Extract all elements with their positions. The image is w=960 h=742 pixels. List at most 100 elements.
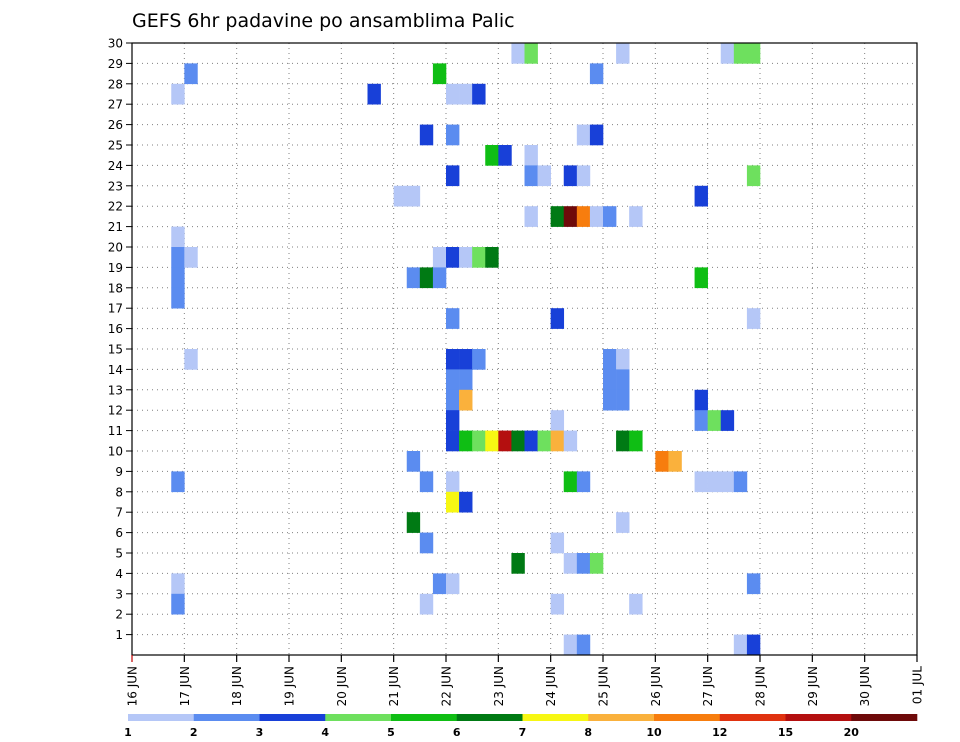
legend-swatch: [588, 714, 655, 721]
legend-swatch: [522, 714, 589, 721]
precip-cell: [472, 430, 486, 452]
precip-cell: [184, 247, 198, 268]
precip-cell: [446, 247, 460, 268]
legend-swatch: [654, 714, 721, 721]
precip-cell: [472, 349, 486, 370]
precip-cell: [589, 124, 604, 146]
precip-cell: [511, 553, 525, 574]
precip-cell: [524, 206, 538, 227]
chart-title: GEFS 6hr padavine po ansamblima Palic: [132, 10, 515, 32]
x-tick-label: 28 JUN: [754, 666, 768, 706]
precip-cell: [629, 593, 643, 615]
precip-cell: [432, 63, 447, 85]
precip-cell: [537, 430, 551, 452]
precip-cell: [720, 471, 735, 493]
precip-cell: [171, 471, 185, 493]
precip-cell: [459, 83, 473, 105]
precip-cell: [576, 553, 591, 574]
x-tick-label: 16 JUN: [126, 666, 140, 706]
y-tick-label: 12: [108, 404, 123, 418]
y-tick-label: 14: [108, 363, 123, 377]
precip-cell: [733, 43, 748, 64]
precip-cell: [655, 451, 669, 472]
precip-cell: [406, 267, 421, 289]
y-tick-label: 13: [108, 383, 123, 397]
precip-cell: [576, 206, 591, 227]
precip-cell: [694, 389, 708, 411]
y-tick-label: 18: [108, 281, 123, 295]
precip-cell: [498, 430, 512, 452]
precip-cell: [472, 247, 486, 268]
precip-cell: [485, 430, 499, 452]
precip-cell: [446, 124, 460, 146]
precip-cell: [446, 369, 460, 391]
precip-cell: [550, 206, 565, 227]
legend-label: 4: [321, 726, 329, 739]
legend-swatch: [719, 714, 786, 721]
precip-cell: [576, 471, 591, 493]
precip-cell: [563, 165, 578, 187]
precip-cell: [184, 63, 198, 85]
y-tick-label: 15: [108, 343, 123, 357]
precip-cell: [472, 83, 486, 105]
y-tick-label: 5: [115, 547, 123, 561]
precip-cell: [629, 430, 643, 452]
precip-cell: [459, 369, 473, 391]
precip-cell: [524, 165, 538, 187]
legend-swatch: [456, 714, 523, 721]
y-tick-label: 1: [115, 628, 123, 642]
precip-cell: [419, 267, 434, 289]
x-tick-label: 17 JUN: [178, 666, 192, 706]
precip-cell: [419, 532, 434, 554]
precip-cell: [524, 43, 538, 64]
precip-cell: [720, 410, 735, 431]
precip-cell: [550, 410, 565, 431]
precip-cell: [616, 43, 630, 64]
precip-cell: [419, 124, 434, 146]
precip-cell: [446, 491, 460, 513]
precip-cell: [432, 267, 447, 289]
precip-cell: [524, 430, 538, 452]
precip-cell: [406, 185, 421, 207]
precip-cell: [746, 308, 761, 329]
precip-cell: [446, 430, 460, 452]
precip-cell: [171, 267, 185, 289]
y-tick-label: 10: [108, 445, 123, 459]
precip-cell: [171, 287, 185, 309]
y-tick-label: 28: [108, 77, 123, 91]
x-axis: 16 JUN 17 JUN 18 JUN 19 JUN 20 JUN 21 JUN 22 J…: [126, 655, 925, 706]
precip-cell: [171, 226, 185, 248]
precip-cell: [446, 410, 460, 431]
y-tick-label: 2: [115, 608, 123, 622]
precip-cell: [694, 471, 708, 493]
x-tick-label: 24 JUN: [544, 666, 558, 706]
y-tick-label: 24: [108, 159, 123, 173]
y-tick-label: 30: [108, 37, 123, 51]
precip-cell: [563, 634, 578, 656]
y-tick-label: 7: [115, 506, 123, 520]
y-tick-label: 25: [108, 139, 123, 153]
y-tick-label: 4: [115, 567, 123, 581]
y-axis: 1234567891011121314151617181920212223242…: [108, 37, 132, 642]
precip-cell: [720, 43, 735, 64]
y-tick-label: 19: [108, 261, 123, 275]
precip-cell: [432, 247, 447, 268]
precip-cell: [550, 430, 565, 452]
precipitation-cells: [171, 43, 761, 656]
precip-cell: [616, 389, 630, 411]
legend-label: 8: [584, 726, 592, 739]
legend-swatch: [128, 714, 195, 721]
y-tick-label: 26: [108, 118, 123, 132]
precip-cell: [446, 83, 460, 105]
legend-label: 20: [844, 726, 860, 739]
precip-cell: [511, 43, 525, 64]
x-tick-label: 18 JUN: [230, 666, 244, 706]
precip-cell: [616, 369, 630, 391]
precip-cell: [668, 451, 682, 472]
precip-cell: [446, 471, 460, 493]
x-tick-label: 25 JUN: [597, 666, 611, 706]
precip-cell: [524, 145, 538, 166]
x-tick-label: 20 JUN: [335, 666, 349, 706]
precip-cell: [576, 165, 591, 187]
y-tick-label: 27: [108, 98, 123, 112]
